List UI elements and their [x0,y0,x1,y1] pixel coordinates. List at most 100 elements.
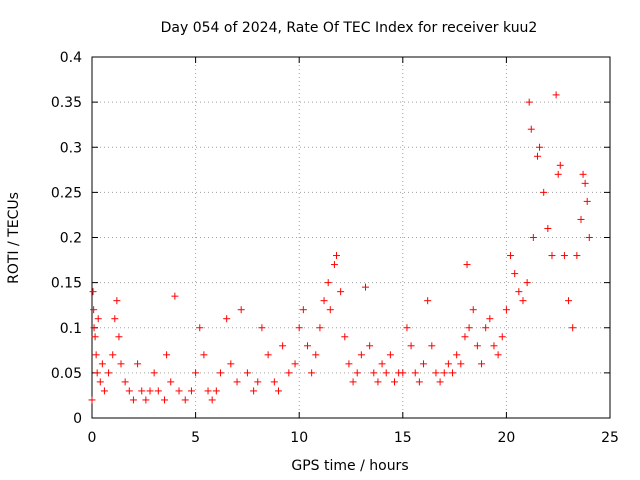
data-point [163,351,171,359]
data-point [324,279,332,287]
x-axis-label: GPS time / hours [291,458,408,474]
data-point [171,292,179,300]
data-point [92,351,100,359]
data-point [349,378,357,386]
data-point [449,369,457,377]
data-point [540,188,548,196]
data-point [502,306,510,314]
data-point [129,396,137,404]
data-point [533,152,541,160]
data-point [345,360,353,368]
data-point [527,125,535,133]
data-point [150,369,158,377]
y-tick-label: 0.35 [51,95,82,111]
data-point [463,261,471,269]
data-point [529,234,537,241]
data-point [498,333,506,341]
data-point [264,351,272,359]
data-point [237,306,245,314]
data-point [482,324,490,332]
data-point [554,170,562,178]
data-point [399,369,407,377]
data-point [161,396,169,404]
data-point [181,396,189,404]
data-point [330,261,338,269]
data-point [312,351,320,359]
data-point [473,342,481,350]
data-point [407,342,415,350]
data-point [411,369,419,377]
data-point [270,378,278,386]
data-point [117,360,125,368]
data-point [223,315,231,323]
data-point [187,387,195,395]
data-point [167,378,175,386]
data-point [469,306,477,314]
data-point [341,333,349,341]
data-point [138,387,146,395]
data-point [216,369,224,377]
data-point [227,360,235,368]
data-point [465,324,473,332]
data-point [299,306,307,314]
data-point [444,360,452,368]
chart-title: Day 054 of 2024, Rate Of TEC Index for r… [161,20,538,36]
data-point [583,197,591,205]
data-point [90,306,98,314]
data-point [200,351,208,359]
data-point [96,378,104,386]
data-point [254,378,262,386]
data-point [337,288,345,296]
data-point [486,315,494,323]
data-point [453,351,461,359]
y-axis-label: ROTI / TECUs [6,192,22,284]
x-tick-label: 20 [497,430,515,446]
data-point [208,396,216,404]
data-point [303,342,311,350]
data-point [233,378,241,386]
data-point [519,297,527,305]
data-point [461,333,469,341]
data-point [142,396,150,404]
y-tick-label: 0.25 [51,185,82,201]
data-point [320,297,328,305]
data-point [581,179,589,187]
data-point [105,369,113,377]
data-point [565,297,573,305]
data-point [89,288,97,296]
data-point [88,396,96,404]
data-point [544,224,552,232]
data-point [552,91,560,99]
y-tick-label: 0.05 [51,366,82,382]
data-point [511,270,519,278]
data-point [100,387,108,395]
x-tick-label: 10 [290,430,308,446]
data-point [556,161,564,169]
data-point [362,283,370,291]
y-tick-label: 0.15 [51,276,82,292]
data-point [332,252,340,260]
data-point [146,387,154,395]
data-point [391,378,399,386]
data-point [154,387,162,395]
data-point [585,234,593,241]
data-point [386,351,394,359]
x-tick-label: 15 [394,430,412,446]
data-point [121,378,129,386]
data-point [258,324,266,332]
y-tick-label: 0 [73,411,82,427]
data-point [212,387,220,395]
data-point [274,387,282,395]
data-point [295,324,303,332]
data-point [440,369,448,377]
data-point [353,369,361,377]
data-point [316,324,324,332]
x-tick-label: 0 [88,430,97,446]
data-point [424,297,432,305]
data-point [415,378,423,386]
data-point [204,387,212,395]
data-point [494,351,502,359]
data-point [94,315,102,323]
data-point [370,369,378,377]
